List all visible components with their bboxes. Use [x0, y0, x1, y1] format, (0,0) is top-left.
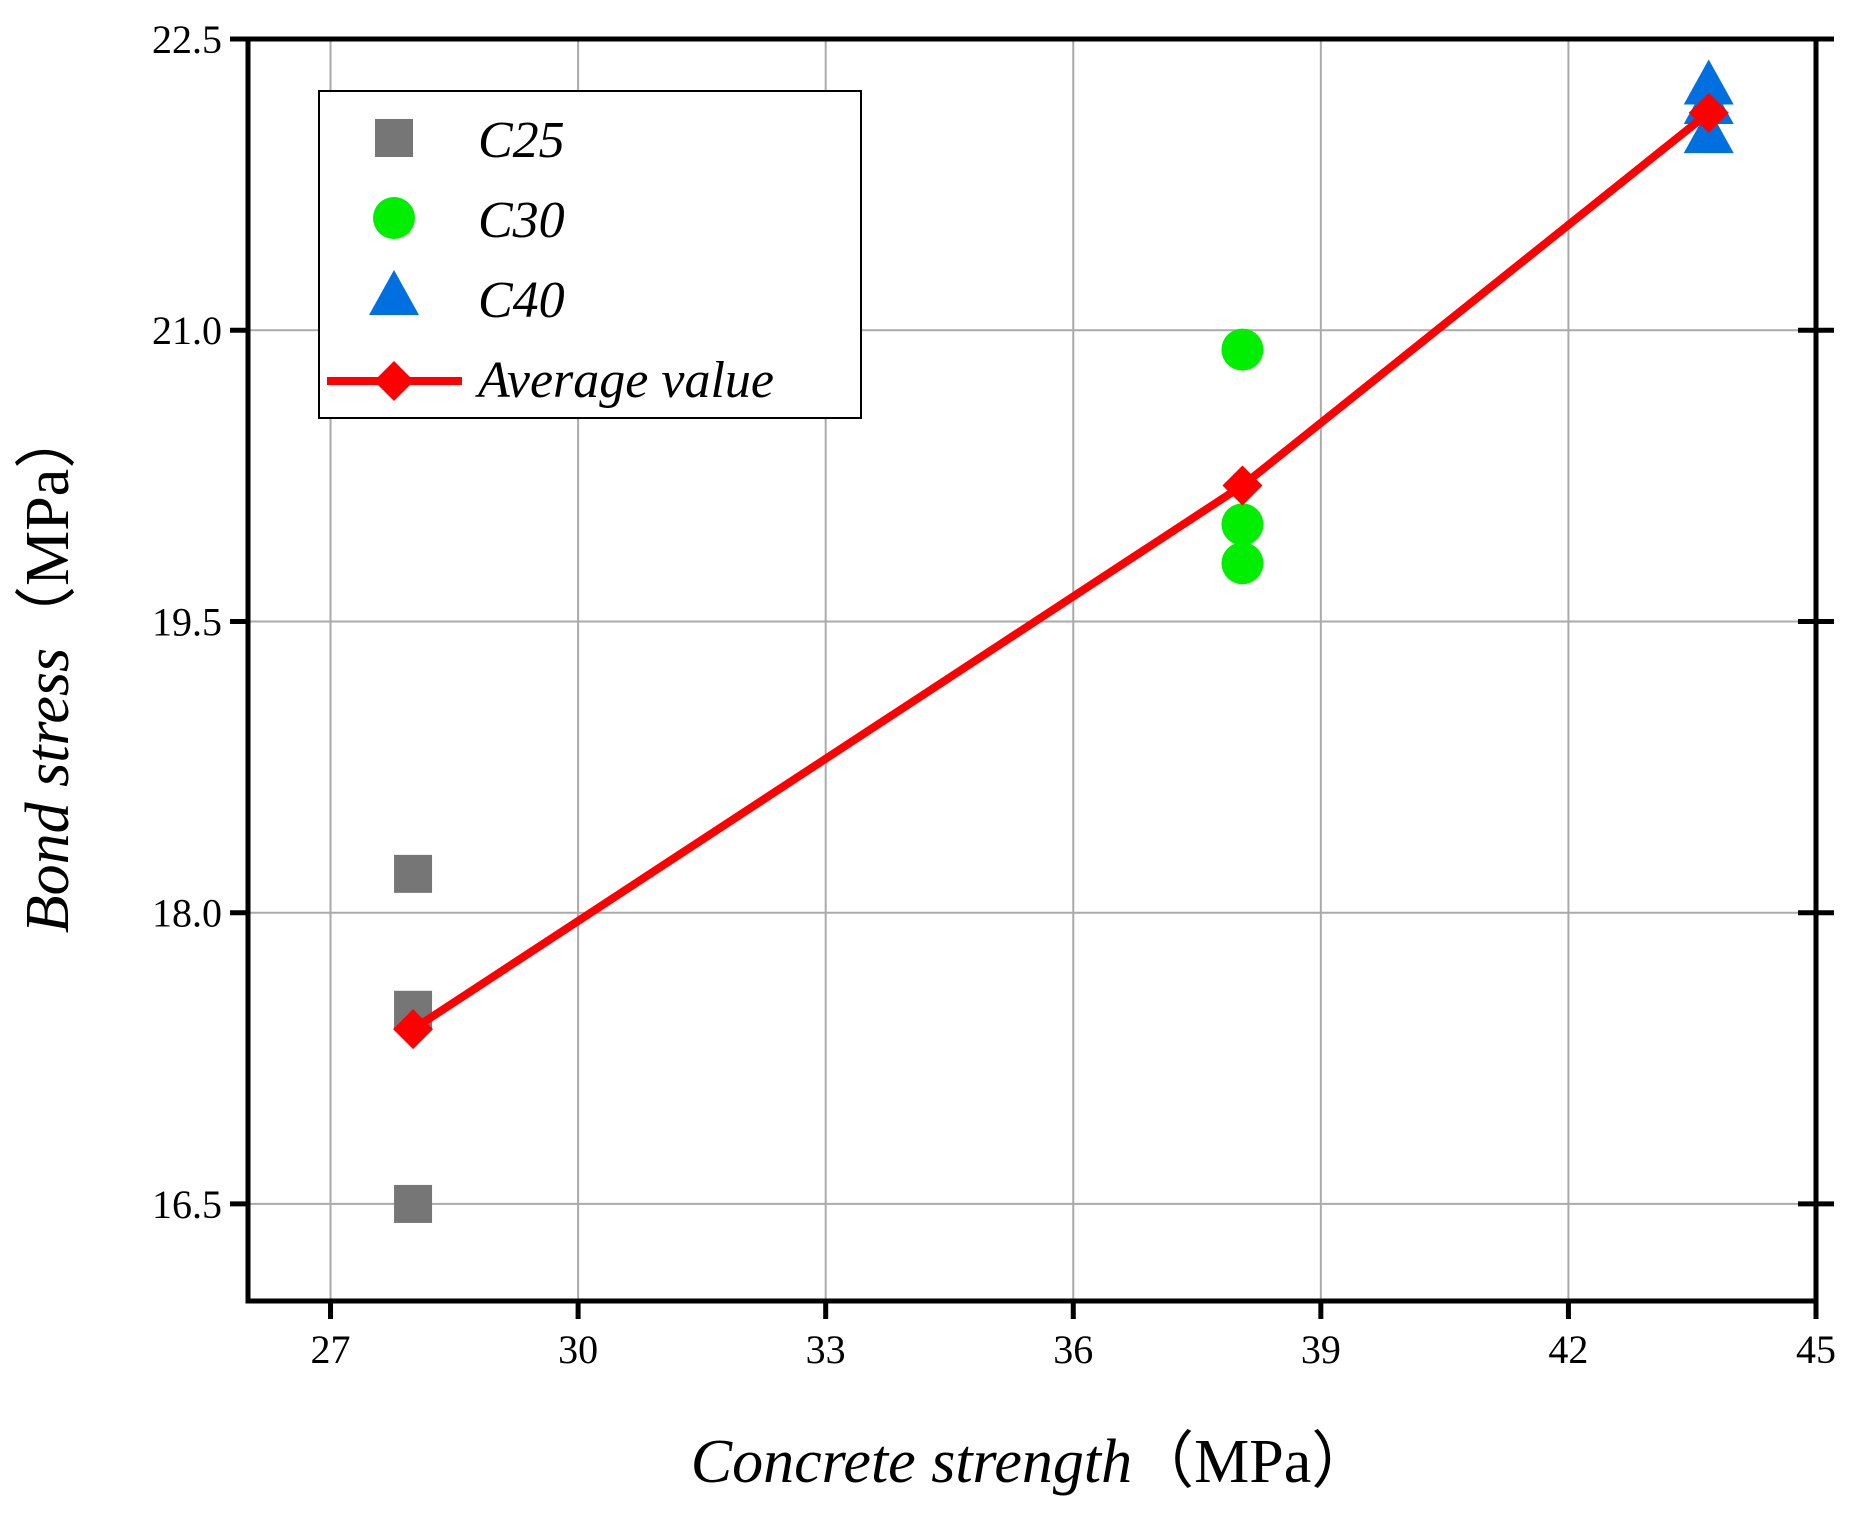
legend-marker-c30 — [373, 197, 415, 239]
x-axis-label-text: Concrete strength — [691, 1428, 1132, 1496]
legend-label: C25 — [478, 112, 565, 169]
c30-point — [1221, 328, 1264, 371]
legend-label: Average value — [475, 352, 774, 409]
x-tick-label: 42 — [1548, 1327, 1588, 1372]
plot-frame — [245, 36, 1819, 1304]
legend: C25 C30 C40 Average value — [318, 90, 862, 419]
x-tick-label: 33 — [806, 1327, 846, 1372]
data-marks — [393, 59, 1734, 1223]
y-tick-label: 16.5 — [152, 1182, 222, 1227]
ticks: 27 30 33 36 39 42 45 16.5 18.0 19.5 21.0 22.5 — [152, 17, 1836, 1372]
average-value-point — [393, 1009, 434, 1050]
legend-marker-c40 — [369, 270, 419, 315]
x-tick-label: 27 — [311, 1327, 351, 1372]
c25-point — [394, 854, 433, 893]
y-tick-label: 21.0 — [152, 308, 222, 353]
x-tick-label: 39 — [1301, 1327, 1341, 1372]
y-tick-label: 19.5 — [152, 599, 222, 644]
average-value-point — [1688, 92, 1729, 133]
c30-point — [1221, 542, 1264, 585]
y-axis-label-unit: （MPa） — [14, 407, 82, 648]
legend-label: C30 — [478, 192, 565, 249]
legend-marker-average-value — [374, 361, 414, 401]
x-axis-label-unit: （MPa） — [1132, 1428, 1373, 1496]
legend-label: C40 — [478, 272, 565, 329]
average-value-point — [1222, 465, 1263, 506]
c25-point — [394, 1184, 433, 1223]
x-tick-label: 36 — [1053, 1327, 1093, 1372]
legend-marker-c25 — [375, 119, 413, 157]
c30-point — [1221, 503, 1264, 546]
x-tick-label: 30 — [558, 1327, 598, 1372]
y-axis-label: Bond stress（MPa） — [14, 407, 82, 933]
y-tick-label: 22.5 — [152, 17, 222, 62]
x-axis-label: Concrete strength（MPa） — [691, 1428, 1374, 1496]
y-axis-label-text: Bond stress — [14, 648, 82, 933]
y-tick-label: 18.0 — [152, 891, 222, 936]
x-tick-label: 45 — [1796, 1327, 1836, 1372]
